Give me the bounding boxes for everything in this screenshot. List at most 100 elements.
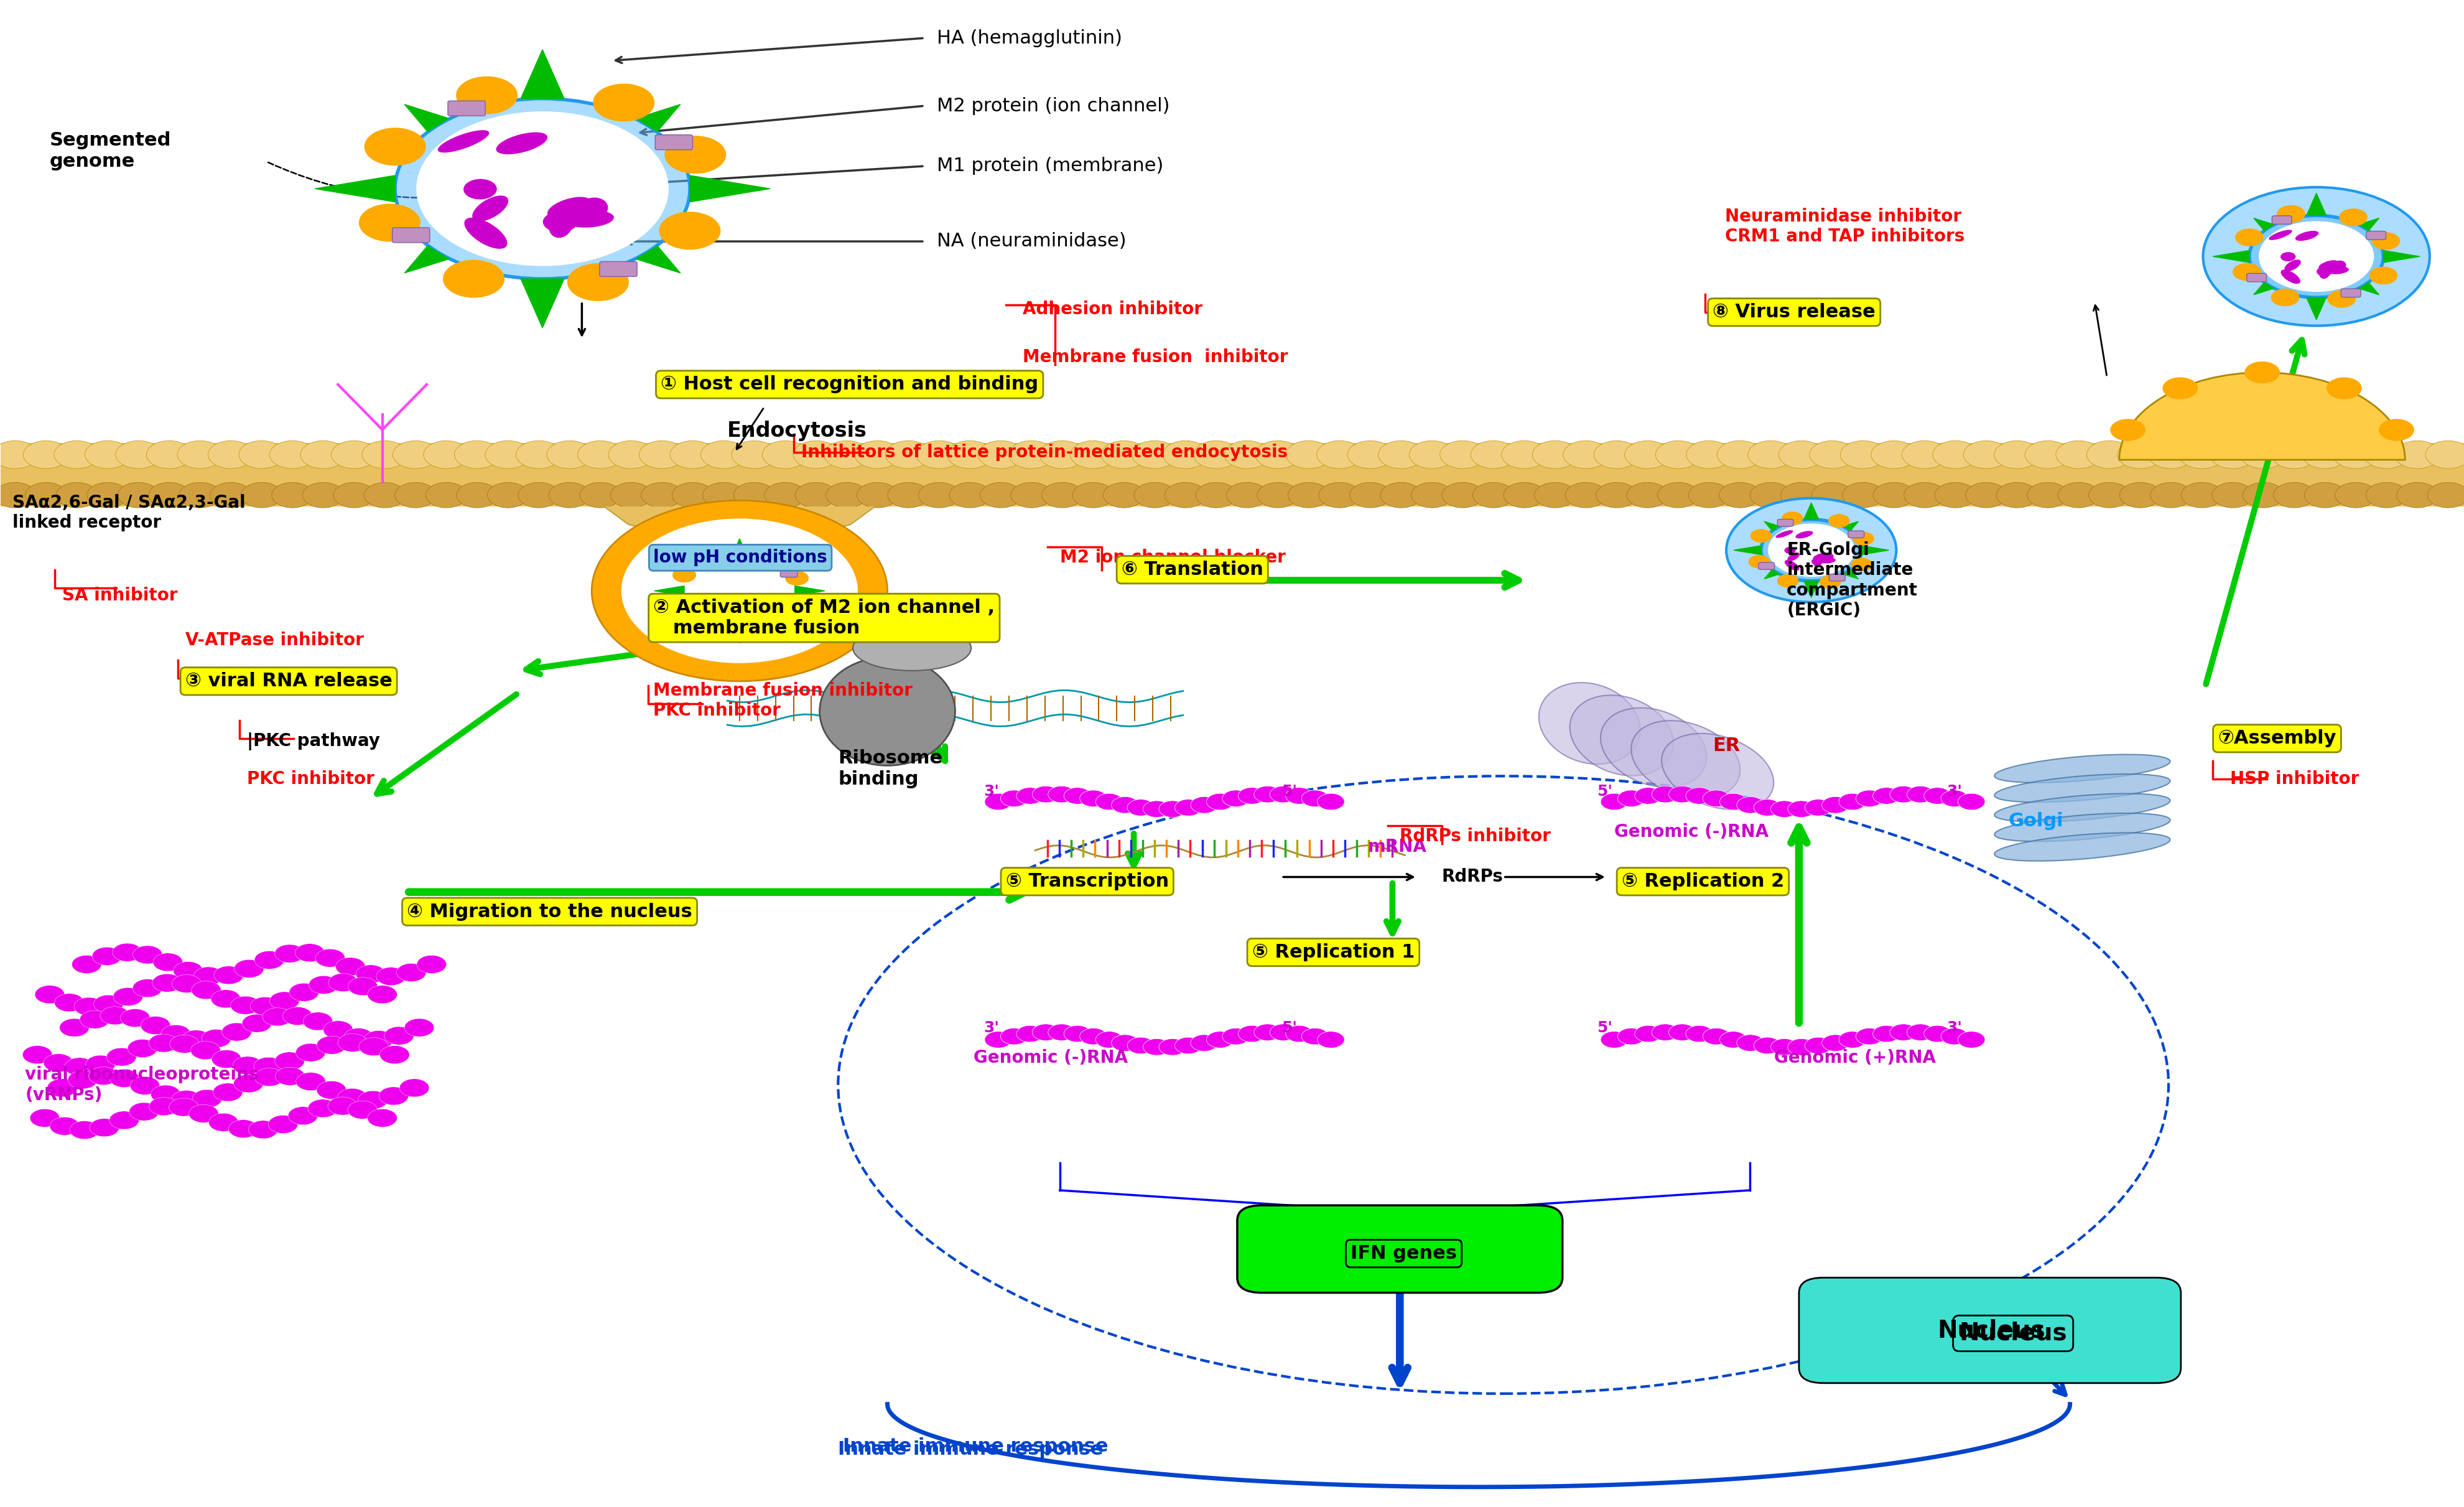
Polygon shape: [1804, 580, 1818, 598]
Circle shape: [150, 1085, 180, 1103]
Circle shape: [1047, 1025, 1074, 1041]
Circle shape: [793, 440, 838, 469]
Circle shape: [1126, 1037, 1153, 1053]
FancyBboxPatch shape: [781, 570, 798, 577]
Circle shape: [1685, 440, 1732, 469]
Ellipse shape: [710, 601, 727, 613]
Circle shape: [2117, 440, 2163, 469]
Circle shape: [232, 996, 261, 1014]
Circle shape: [308, 977, 338, 995]
Circle shape: [1841, 440, 1885, 469]
Ellipse shape: [1818, 558, 1836, 564]
Polygon shape: [687, 559, 705, 570]
Circle shape: [79, 1011, 108, 1029]
Text: 5': 5': [1597, 1020, 1611, 1035]
Circle shape: [1163, 440, 1207, 469]
Circle shape: [377, 967, 407, 986]
Circle shape: [89, 1067, 118, 1085]
Circle shape: [1222, 790, 1249, 806]
Circle shape: [1850, 558, 1873, 571]
Circle shape: [365, 482, 407, 508]
Circle shape: [140, 1016, 170, 1034]
Circle shape: [1685, 788, 1712, 805]
Circle shape: [271, 482, 313, 508]
Circle shape: [1008, 440, 1055, 469]
Circle shape: [1818, 576, 1841, 588]
Ellipse shape: [1823, 553, 1833, 561]
Circle shape: [1503, 482, 1545, 508]
Circle shape: [1853, 532, 1873, 546]
FancyBboxPatch shape: [2247, 273, 2267, 282]
Circle shape: [367, 1109, 397, 1127]
Circle shape: [981, 482, 1020, 508]
Ellipse shape: [1784, 547, 1796, 553]
Circle shape: [488, 482, 530, 508]
Circle shape: [1720, 482, 1759, 508]
Polygon shape: [520, 50, 564, 98]
Circle shape: [347, 978, 377, 996]
Circle shape: [2328, 291, 2356, 307]
Circle shape: [1668, 787, 1695, 803]
FancyBboxPatch shape: [1828, 574, 1846, 582]
Circle shape: [1207, 793, 1232, 809]
Circle shape: [170, 1035, 200, 1053]
Circle shape: [86, 1055, 116, 1073]
FancyBboxPatch shape: [655, 134, 692, 149]
Polygon shape: [1843, 570, 1858, 579]
Circle shape: [2163, 378, 2198, 399]
Circle shape: [485, 440, 530, 469]
Circle shape: [1749, 556, 1769, 568]
Circle shape: [148, 482, 190, 508]
Circle shape: [1040, 440, 1084, 469]
Text: 5': 5': [1597, 784, 1611, 799]
Circle shape: [456, 482, 498, 508]
Circle shape: [1126, 799, 1153, 815]
Circle shape: [2240, 440, 2287, 469]
Circle shape: [1165, 482, 1205, 508]
Circle shape: [22, 440, 69, 469]
Text: Membrane fusion inhibitor
PKC inhibitor: Membrane fusion inhibitor PKC inhibitor: [653, 683, 912, 719]
Circle shape: [567, 264, 628, 301]
Circle shape: [34, 986, 64, 1004]
Circle shape: [1377, 440, 1424, 469]
Circle shape: [59, 1019, 89, 1037]
Circle shape: [1190, 1035, 1217, 1052]
Circle shape: [1809, 440, 1855, 469]
Circle shape: [1348, 440, 1392, 469]
Circle shape: [2368, 267, 2397, 283]
Circle shape: [362, 440, 407, 469]
Polygon shape: [404, 104, 448, 131]
Text: Segmented
genome: Segmented genome: [49, 131, 170, 170]
Text: ER-Golgi
intermediate
compartment
(ERGIC): ER-Golgi intermediate compartment (ERGIC…: [1786, 541, 1917, 619]
Circle shape: [621, 518, 857, 663]
Ellipse shape: [564, 211, 614, 228]
Circle shape: [1821, 1035, 1848, 1052]
Circle shape: [2427, 482, 2464, 508]
Ellipse shape: [749, 598, 766, 606]
Circle shape: [315, 949, 345, 967]
Polygon shape: [2383, 250, 2420, 262]
Text: SAα2,6-Gal / SAα2,3-Gal
linked receptor: SAα2,6-Gal / SAα2,3-Gal linked receptor: [12, 494, 246, 532]
Circle shape: [190, 1105, 219, 1123]
Circle shape: [384, 1026, 414, 1044]
Circle shape: [1924, 788, 1951, 805]
Polygon shape: [636, 246, 680, 273]
Circle shape: [1725, 499, 1895, 603]
Circle shape: [1096, 1031, 1124, 1047]
Circle shape: [1015, 788, 1042, 805]
Ellipse shape: [1811, 558, 1823, 565]
Polygon shape: [1732, 546, 1762, 555]
Circle shape: [212, 1084, 241, 1102]
Text: NA (neuraminidase): NA (neuraminidase): [936, 232, 1126, 250]
Circle shape: [2025, 440, 2070, 469]
Text: RdRPs: RdRPs: [1441, 868, 1503, 886]
Circle shape: [1175, 1037, 1202, 1053]
Ellipse shape: [1786, 553, 1799, 561]
Circle shape: [825, 482, 867, 508]
Circle shape: [1190, 797, 1217, 814]
Circle shape: [89, 1118, 118, 1136]
Circle shape: [22, 1046, 52, 1064]
Ellipse shape: [1661, 734, 1774, 809]
Circle shape: [71, 955, 101, 974]
Circle shape: [241, 482, 283, 508]
